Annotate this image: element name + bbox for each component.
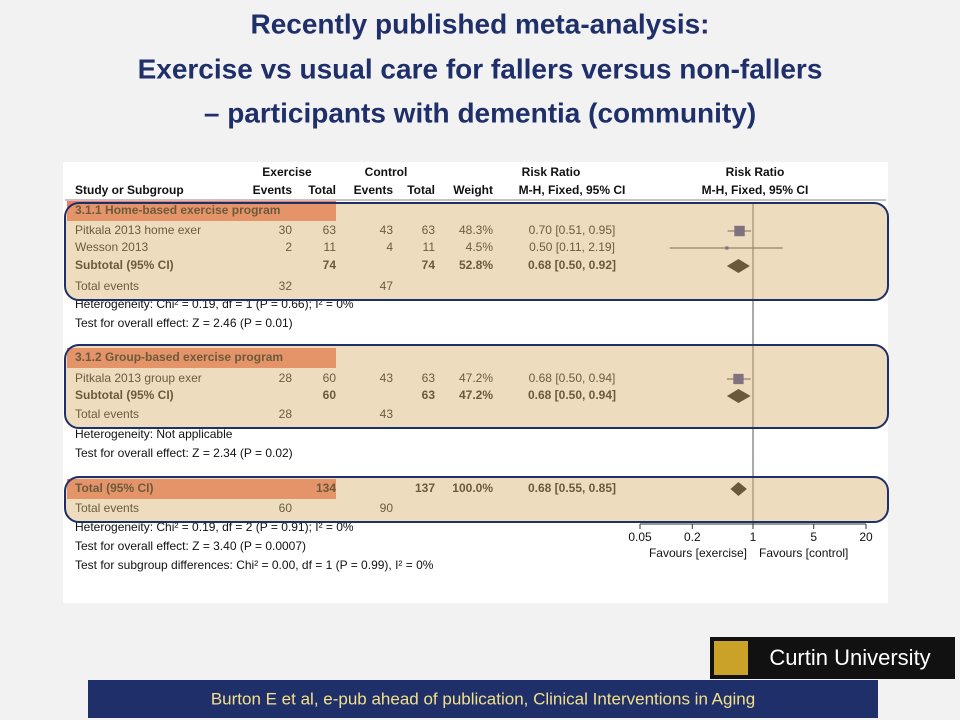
column-header: M-H, Fixed, 95% CI [519, 183, 626, 197]
cell: 60 [279, 501, 293, 515]
cell: 43 [380, 371, 394, 385]
row-label: Subtotal (95% CI) [75, 388, 174, 402]
row-label: Test for overall effect: Z = 2.46 (P = 0… [75, 316, 293, 330]
row-label: 3.1.2 Group-based exercise program [75, 350, 283, 364]
row-label: 3.1.1 Home-based exercise program [75, 203, 280, 217]
cell: 32 [279, 279, 293, 293]
row-label: Pitkala 2013 group exer [75, 371, 202, 385]
cell: 47.2% [459, 388, 493, 402]
cell: 134 [316, 481, 336, 495]
logo-box [710, 637, 955, 679]
study-square [733, 373, 744, 385]
pooled-diamond [726, 389, 751, 403]
cell: 47 [380, 279, 394, 293]
cell: 2 [285, 240, 292, 254]
cell: 4 [386, 240, 393, 254]
favours-left: Favours [exercise] [649, 546, 747, 560]
cell: 0.68 [0.50, 0.94] [529, 371, 616, 385]
column-header: M-H, Fixed, 95% CI [702, 183, 809, 197]
row-label: Test for overall effect: Z = 3.40 (P = 0… [75, 539, 306, 553]
cell: 63 [323, 223, 337, 237]
group-header: Risk Ratio [726, 165, 785, 179]
column-header: Weight [453, 183, 493, 197]
cell: 100.0% [452, 481, 493, 495]
row-label: Total events [75, 501, 139, 515]
tick-label: 20 [859, 530, 873, 544]
cell: 4.5% [466, 240, 494, 254]
title-line: Exercise vs usual care for fallers versu… [138, 53, 823, 84]
cell: 0.68 [0.50, 0.94] [528, 388, 616, 402]
title-line: Recently published meta-analysis: [250, 8, 709, 39]
title-line: – participants with dementia (community) [204, 97, 756, 128]
row-label: Heterogeneity: Chi² = 0.19, df = 2 (P = … [75, 520, 354, 534]
study-square [734, 225, 745, 237]
tick-label: 1 [750, 530, 757, 544]
column-header: Total [407, 183, 435, 197]
cell: 137 [415, 481, 435, 495]
tick-label: 0.2 [684, 530, 701, 544]
cell: 52.8% [459, 258, 493, 272]
cell: 63 [422, 223, 436, 237]
row-label: Heterogeneity: Not applicable [75, 427, 233, 441]
cell: 28 [279, 407, 293, 421]
favours-right: Favours [control] [759, 546, 848, 560]
column-header: Study or Subgroup [75, 183, 184, 197]
group-header: Risk Ratio [522, 165, 581, 179]
cell: 60 [323, 371, 337, 385]
row-label: Test for subgroup differences: Chi² = 0.… [75, 558, 434, 572]
forest-panel [63, 162, 888, 603]
cell: 47.2% [459, 371, 493, 385]
logo-text: Curtin University [769, 645, 930, 670]
pooled-diamond [730, 482, 747, 496]
cell: 30 [279, 223, 293, 237]
cell: 0.68 [0.55, 0.85] [528, 481, 616, 495]
row-label: Wesson 2013 [75, 240, 148, 254]
row-label: Pitkala 2013 home exer [75, 223, 201, 237]
row-label: Total (95% CI) [75, 481, 153, 495]
pooled-diamond [726, 259, 750, 273]
cell: 43 [380, 223, 394, 237]
footer-bar [88, 680, 878, 718]
cell: 0.50 [0.11, 2.19] [529, 240, 615, 254]
cell: 43 [380, 407, 394, 421]
highlight-overlay [64, 476, 889, 523]
row-label: Subtotal (95% CI) [75, 258, 174, 272]
row-label: Total events [75, 407, 139, 421]
row-label: Total events [75, 279, 139, 293]
group-highlight [67, 348, 336, 368]
cell: 63 [422, 371, 436, 385]
total-highlight [67, 479, 336, 499]
column-header: Events [253, 183, 293, 197]
logo-shield [714, 641, 748, 675]
tick-label: 0.05 [628, 530, 652, 544]
column-header: Total [308, 183, 336, 197]
group-header: Control [365, 165, 408, 179]
cell: 11 [423, 240, 436, 254]
cell: 0.70 [0.51, 0.95] [529, 223, 616, 237]
row-label: Test for overall effect: Z = 2.34 (P = 0… [75, 446, 293, 460]
cell: 28 [279, 371, 293, 385]
cell: 63 [422, 388, 436, 402]
cell: 48.3% [459, 223, 493, 237]
cell: 74 [323, 258, 337, 272]
footer-text: Burton E et al, e-pub ahead of publicati… [211, 689, 755, 708]
cell: 74 [422, 258, 436, 272]
cell: 0.68 [0.50, 0.92] [528, 258, 616, 272]
cell: 11 [324, 240, 337, 254]
group-highlight [67, 201, 336, 221]
group-header: Exercise [262, 165, 312, 179]
highlight-overlay [64, 202, 889, 301]
tick-label: 5 [810, 530, 817, 544]
column-header: Events [354, 183, 394, 197]
study-square [725, 246, 729, 250]
highlight-overlay [64, 344, 889, 429]
cell: 90 [380, 501, 394, 515]
cell: 60 [323, 388, 337, 402]
